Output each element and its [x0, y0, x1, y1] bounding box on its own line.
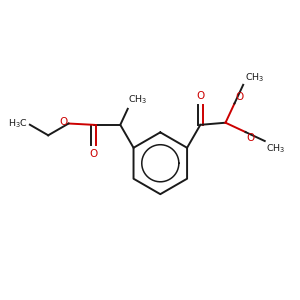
- Text: CH$_3$: CH$_3$: [244, 71, 264, 84]
- Text: O: O: [196, 91, 205, 101]
- Text: O: O: [59, 117, 67, 127]
- Text: CH$_3$: CH$_3$: [266, 142, 286, 155]
- Text: O: O: [90, 149, 98, 159]
- Text: O: O: [247, 133, 255, 143]
- Text: H$_3$C: H$_3$C: [8, 117, 28, 130]
- Text: CH$_3$: CH$_3$: [128, 94, 148, 106]
- Text: O: O: [235, 92, 243, 102]
